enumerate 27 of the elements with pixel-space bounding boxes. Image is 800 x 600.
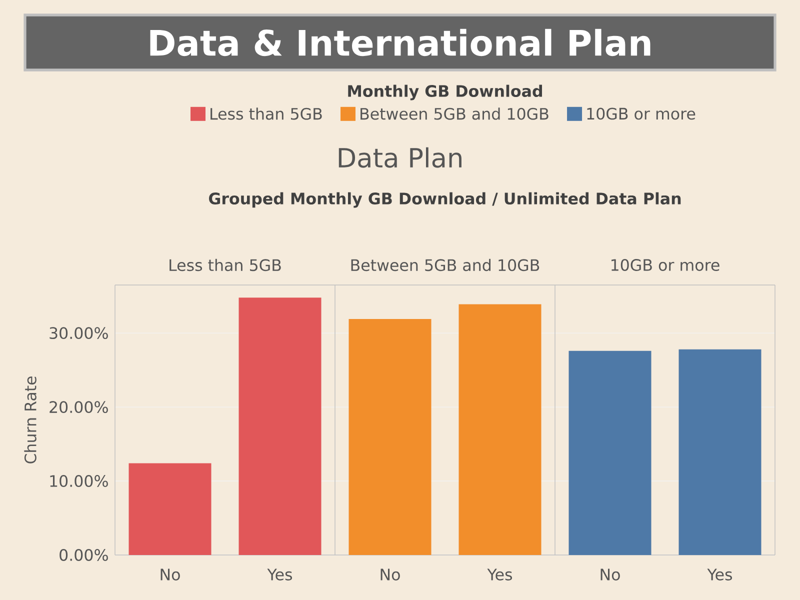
text: Less than 5GB	[170, 258, 281, 272]
y-tick-label: 10.00%	[50, 475, 108, 488]
y-tick-label: 30.00%	[50, 327, 108, 340]
bar	[348, 319, 432, 555]
legend-title: Monthly GB Download	[348, 84, 542, 100]
x-tick-label: Yes	[267, 568, 292, 580]
bar	[568, 350, 652, 555]
bar	[458, 304, 542, 555]
x-tick-label: Yes	[707, 568, 732, 580]
legend-label: Between 5GB and 10GB	[360, 108, 548, 120]
x-tick-label: No	[600, 568, 620, 580]
bar	[238, 298, 322, 555]
bar	[678, 349, 762, 555]
y-tick-label: 0.00%	[60, 549, 108, 561]
y-axis-title: Churn Rate	[24, 376, 36, 464]
x-tick-label: No	[380, 568, 400, 580]
chart-title: Data & International Plan	[150, 28, 650, 56]
x-tick-label: Yes	[487, 568, 512, 580]
x-tick-label: No	[160, 568, 180, 580]
chart-subtitle: Data Plan	[338, 147, 462, 168]
y-tick-label: 20.00%	[50, 401, 108, 414]
legend-label: Less than 5GB	[210, 108, 322, 120]
text: Between 5GB and 10GB	[351, 258, 540, 272]
bar	[128, 463, 212, 555]
text: Grouped Monthly GB Download / Unlimited Data Plan	[208, 192, 681, 208]
text: 10GB or more	[612, 259, 720, 271]
legend-label: 10GB or more	[587, 108, 696, 120]
